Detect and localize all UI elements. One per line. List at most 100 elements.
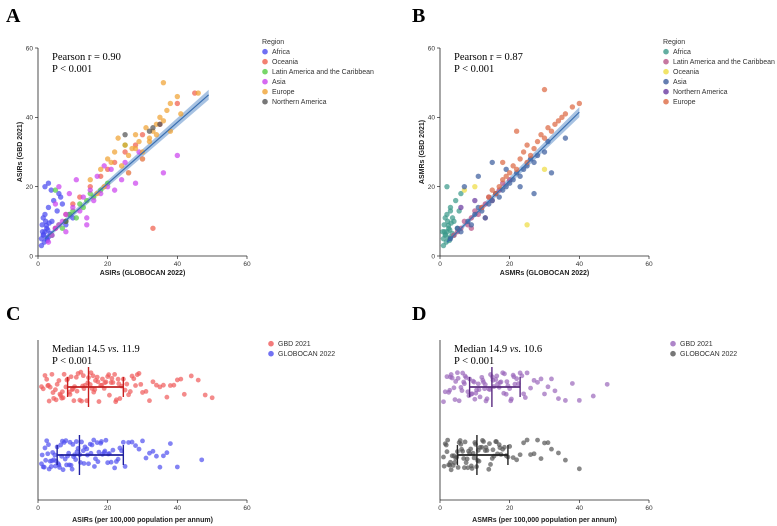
data-point	[456, 398, 462, 404]
data-point	[154, 453, 159, 459]
data-point	[100, 376, 105, 382]
data-point	[80, 383, 85, 389]
data-point	[164, 107, 170, 114]
data-point	[56, 183, 62, 190]
data-point	[69, 466, 75, 472]
panel-letter: A	[6, 5, 21, 27]
data-point	[441, 222, 447, 228]
data-point	[87, 187, 93, 193]
data-point	[42, 445, 48, 451]
data-point	[531, 377, 537, 383]
data-point	[511, 374, 517, 380]
data-point	[517, 183, 523, 190]
x-tick-label: 0	[438, 505, 442, 512]
data-point	[40, 215, 46, 221]
data-point	[174, 152, 181, 159]
data-point	[115, 135, 121, 141]
data-point	[167, 441, 173, 447]
data-point	[202, 392, 208, 398]
data-point	[508, 398, 514, 404]
data-point	[455, 370, 460, 376]
data-point	[199, 457, 205, 463]
data-point	[496, 194, 502, 200]
data-point	[512, 381, 518, 387]
data-point	[482, 215, 488, 221]
data-point	[457, 438, 463, 443]
data-point	[138, 381, 144, 387]
data-point	[84, 222, 90, 228]
stat-median: Median 14.5 vs. 11.9	[52, 344, 140, 355]
data-point	[563, 398, 568, 403]
x-tick-label: 20	[506, 505, 514, 512]
data-point	[79, 398, 84, 404]
data-point	[472, 183, 478, 190]
stat-p-value: P < 0.001	[454, 64, 494, 75]
data-point	[73, 177, 80, 183]
regression-line	[446, 111, 580, 243]
data-point	[513, 166, 520, 173]
data-point	[441, 463, 447, 469]
data-point	[447, 227, 453, 233]
data-point	[459, 388, 465, 393]
data-point	[195, 90, 201, 96]
data-point	[52, 225, 59, 231]
stat-p-value: P < 0.001	[52, 356, 92, 367]
data-point	[174, 93, 181, 100]
x-tick-label: 40	[174, 261, 182, 268]
data-point	[143, 389, 149, 394]
legend-marker	[262, 98, 268, 105]
data-point	[52, 187, 59, 193]
data-point	[444, 374, 450, 380]
data-point	[479, 444, 485, 450]
data-point	[482, 382, 488, 387]
data-point	[174, 464, 180, 470]
data-point	[178, 111, 184, 117]
legend-label: Latin America and the Caribbean	[673, 59, 775, 66]
legend-marker	[663, 78, 669, 85]
regression-line	[44, 94, 210, 240]
data-point	[63, 211, 69, 218]
data-point	[167, 100, 174, 107]
data-point	[502, 444, 507, 450]
data-point	[57, 194, 64, 200]
data-point	[441, 454, 446, 460]
data-point	[104, 156, 111, 162]
data-point	[520, 149, 527, 155]
legend-label: Oceania	[673, 69, 699, 76]
legend-label: GBD 2021	[278, 341, 311, 348]
data-point	[132, 145, 139, 152]
y-axis-label: ASMRs (GBD 2021)	[419, 120, 426, 184]
data-point	[448, 372, 454, 377]
data-point	[42, 183, 48, 190]
legend-label: Northern America	[673, 89, 728, 96]
data-point	[521, 440, 526, 446]
y-tick-label: 0	[431, 253, 435, 260]
data-point	[559, 114, 565, 121]
legend-marker	[663, 68, 669, 75]
data-point	[494, 373, 500, 379]
data-point	[524, 142, 530, 148]
data-point	[497, 445, 503, 451]
data-point	[548, 128, 555, 134]
x-tick-label: 40	[576, 505, 584, 512]
data-point	[46, 398, 52, 404]
data-point	[480, 438, 485, 443]
data-point	[59, 201, 66, 207]
data-point	[150, 448, 156, 454]
y-tick-label: 60	[428, 45, 436, 52]
data-point	[160, 79, 167, 86]
data-point	[131, 376, 137, 382]
data-point	[461, 183, 468, 190]
data-point	[146, 138, 153, 145]
legend-label: GLOBOCAN 2022	[680, 351, 737, 358]
data-point	[45, 227, 51, 233]
data-point	[45, 383, 51, 389]
confidence-band	[44, 89, 209, 241]
panel-A: A 0 20 40 60 ASIRs (GLOBOCAN 2022) 0 20 40 60 ASIR…	[6, 5, 374, 277]
data-point	[57, 391, 63, 397]
data-point	[63, 218, 69, 225]
data-point	[541, 166, 548, 173]
legend-label: Northern America	[272, 99, 327, 106]
data-point	[531, 159, 537, 166]
data-point	[160, 170, 167, 176]
